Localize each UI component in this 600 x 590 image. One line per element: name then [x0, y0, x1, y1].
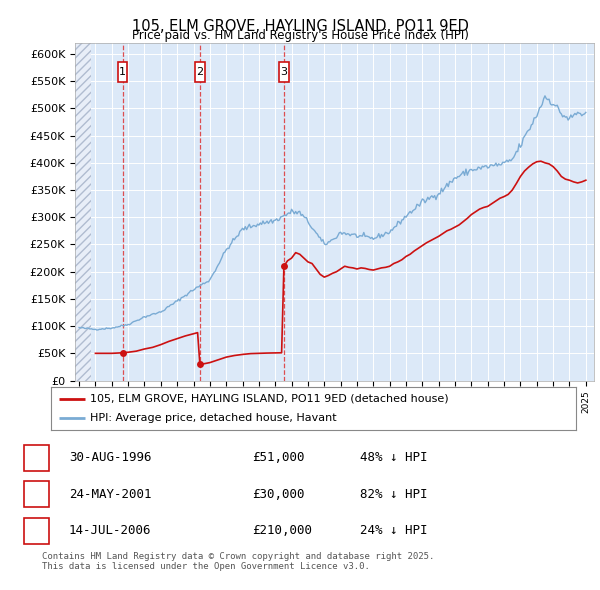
Text: 30-AUG-1996: 30-AUG-1996: [69, 451, 151, 464]
Bar: [75, 43, 91, 381]
Text: HPI: Average price, detached house, Havant: HPI: Average price, detached house, Hava…: [91, 413, 337, 423]
Text: 2: 2: [33, 488, 40, 501]
Text: 105, ELM GROVE, HAYLING ISLAND, PO11 9ED: 105, ELM GROVE, HAYLING ISLAND, PO11 9ED: [131, 19, 469, 34]
Text: 3: 3: [33, 525, 40, 537]
FancyBboxPatch shape: [279, 61, 289, 82]
Text: 1: 1: [33, 451, 40, 464]
Text: 1: 1: [119, 67, 126, 77]
Text: 105, ELM GROVE, HAYLING ISLAND, PO11 9ED (detached house): 105, ELM GROVE, HAYLING ISLAND, PO11 9ED…: [91, 394, 449, 404]
Text: 14-JUL-2006: 14-JUL-2006: [69, 525, 151, 537]
Text: 24% ↓ HPI: 24% ↓ HPI: [360, 525, 427, 537]
Text: £30,000: £30,000: [252, 488, 305, 501]
FancyBboxPatch shape: [195, 61, 205, 82]
FancyBboxPatch shape: [118, 61, 127, 82]
Text: 3: 3: [280, 67, 287, 77]
Text: Contains HM Land Registry data © Crown copyright and database right 2025.
This d: Contains HM Land Registry data © Crown c…: [42, 552, 434, 571]
Text: 48% ↓ HPI: 48% ↓ HPI: [360, 451, 427, 464]
Text: £210,000: £210,000: [252, 525, 312, 537]
Text: £51,000: £51,000: [252, 451, 305, 464]
Text: Price paid vs. HM Land Registry's House Price Index (HPI): Price paid vs. HM Land Registry's House …: [131, 30, 469, 42]
Text: 24-MAY-2001: 24-MAY-2001: [69, 488, 151, 501]
Text: 2: 2: [196, 67, 203, 77]
Text: 82% ↓ HPI: 82% ↓ HPI: [360, 488, 427, 501]
